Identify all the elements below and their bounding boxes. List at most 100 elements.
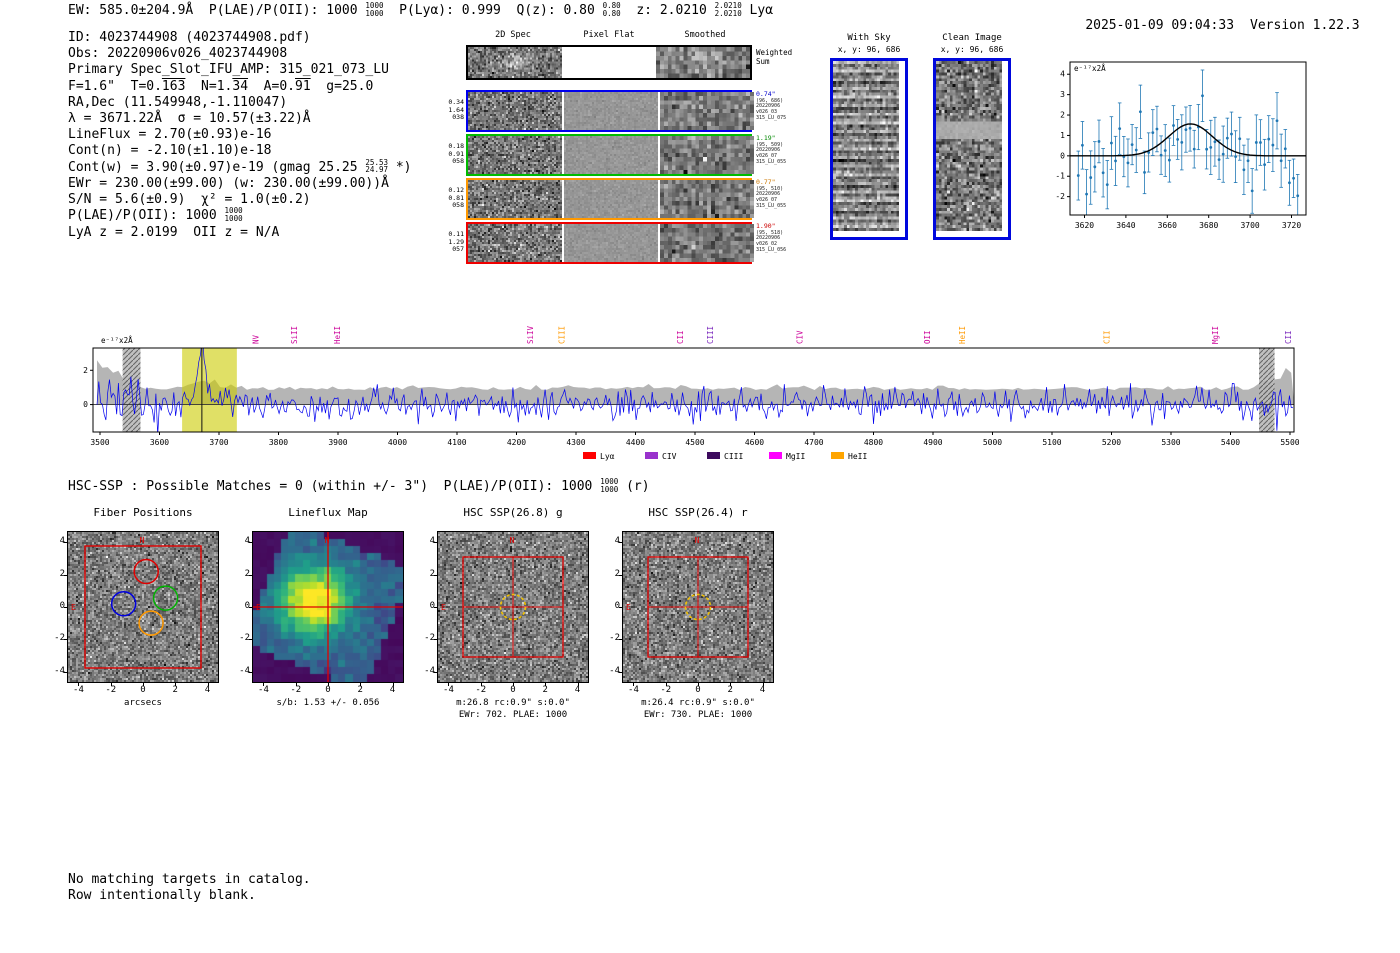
- emission-line-label-ciii-4: CIII: [558, 326, 567, 344]
- fraction-part: 2.0210: [714, 1, 742, 10]
- lineflux-map-caption-0: s/b: 1.53 +/- 0.056: [276, 698, 380, 708]
- text-segment: P(LAE)/P(OII): 1000: [68, 208, 225, 224]
- spectrum-x-tick-label: 4600: [745, 438, 764, 447]
- linefit-y-tick-label: -1: [1055, 172, 1065, 181]
- spec2d-row-4-label-4: 315_LU_056: [756, 246, 787, 253]
- hsc-g-x-tick-label: -4: [443, 685, 454, 695]
- hsc-g-title: HSC SSP(26.8) g: [463, 506, 563, 519]
- spectrum-x-tick-label: 5000: [983, 438, 1002, 447]
- hsc-g-caption-0: m:26.8 rc:0.9" s:0.0": [456, 698, 570, 708]
- spectrum-chart: 3500 3600 3700 3800 3900 4000 4100 4200 4300 4400…: [83, 325, 1300, 461]
- hsc-g-y-tick-label: 4: [429, 536, 435, 547]
- axis-tick: [249, 639, 253, 641]
- text-segment: S/N = 5.6(±0.9) χ² = 1.0(±0.2): [68, 192, 311, 208]
- fiber-circle-0: [133, 558, 159, 585]
- text-segment: (r): [618, 479, 650, 495]
- hsc-g-caption-1: EWr: 702. PLAE: 1000: [458, 710, 568, 720]
- fiber-positions-y-tick-label: 4: [59, 536, 65, 547]
- spec2d-row-2-panel-0-image: [468, 136, 562, 174]
- with-sky-title: With Sky: [847, 33, 891, 43]
- text-segment: *): [388, 159, 412, 175]
- compass-north-label: N: [695, 536, 700, 545]
- spectrum-x-tick-label: 4800: [864, 438, 883, 447]
- fraction-part: 1000: [600, 477, 619, 486]
- text-segment: LineFlux = 2.70(±0.93)e-16: [68, 127, 272, 143]
- text-segment: N=1.: [185, 78, 233, 94]
- info-line-5: λ = 3671.22Å σ = 10.57(±3.22)Å: [68, 111, 411, 127]
- axis-tick: [249, 574, 253, 576]
- axis-tick: [64, 607, 68, 608]
- spectrum-y-tick-label: 2: [83, 366, 88, 375]
- text-segment: RA,Dec (11.549948,-1.110047): [68, 94, 288, 110]
- spec2d-row-4-label-2: 20220906: [756, 235, 781, 242]
- with-sky-image-frame: [830, 58, 908, 240]
- linefit-y-tick-label: 3: [1060, 90, 1065, 99]
- info-line-4: RA,Dec (11.549948,-1.110047): [68, 95, 411, 111]
- text-segment: EW: 585.0±204.9Å P(LAE)/P(OII): 1000: [68, 3, 366, 19]
- hsc-g-x-tick-label: 2: [542, 685, 548, 695]
- lineflux-map-x-tick-label: -2: [290, 685, 302, 695]
- gaussian-fit-curve: [1070, 123, 1306, 157]
- axis-tick: [64, 574, 68, 576]
- spec2d-row-2-label-0: 1.19": [756, 134, 776, 142]
- legend-label-1: CIV: [662, 452, 677, 461]
- hsc-r-x-tick-label: 0: [695, 685, 701, 695]
- axis-tick: [698, 682, 699, 686]
- lineflux-map-y-tick-label: 2: [244, 568, 250, 579]
- linefit-x-tick-label: 3720: [1282, 221, 1301, 230]
- spec2d-row-0-panel-2-image: [656, 47, 750, 78]
- emission-line-label-cii-12: CII: [1284, 330, 1293, 344]
- spectrum-x-tick-label: 5100: [1042, 438, 1061, 447]
- spectrum-legend: Lyα CIV CIII MgII HeII: [583, 452, 867, 461]
- cutout-fiber-positions: Fiber Positions N E -4 -4 -2 -2 0 0 2 2 4 4 arcsecs: [33, 506, 258, 741]
- axis-tick: [249, 607, 253, 608]
- spec2d-row-3-panel-0-image: [468, 180, 562, 218]
- overline-text: 163: [161, 78, 186, 94]
- spec2d-row-3-panel-1-image: [564, 180, 658, 218]
- text-segment: F=1.6" T=0.: [68, 78, 162, 94]
- report-timestamp: 2025-01-09 09:04:33: [1085, 18, 1235, 33]
- spec2d-row-1-label-4: 315_LU_075: [756, 114, 787, 121]
- fiber-positions-title: Fiber Positions: [93, 506, 193, 519]
- spec2d-row-1-labels: 0.74" (96, 686) 20220906 v026_03 315_LU_075: [756, 90, 816, 122]
- emission-line-label-cii-10: CII: [1103, 330, 1112, 344]
- axis-tick: [249, 671, 253, 673]
- axis-tick: [175, 682, 177, 686]
- with-sky-coords: x, y: 96, 686: [837, 45, 901, 54]
- axis-tick: [263, 682, 265, 686]
- stacked-fraction: 25.53 24.97: [365, 159, 388, 174]
- info-line-0: ID: 4023744908 (4023744908.pdf): [68, 30, 411, 46]
- cutout-hsc-g: HSC SSP(26.8) g N E -4 -4 -2 -2 0 0 2 2 4 4 m:26.8 rc…: [403, 506, 628, 741]
- hsc-g-x-tick-label: 0: [510, 685, 516, 695]
- spec2d-row-3-label-2: 20220906: [756, 191, 781, 198]
- text-segment: Lyα: [741, 3, 774, 19]
- text-segment: Obs: 20220906v026_4023744908: [68, 46, 288, 62]
- spectrum-error-envelope: [97, 360, 1294, 405]
- spec2d-row-4-label-0: 1.90": [756, 222, 776, 230]
- spectrum-x-tick-label: 4200: [507, 438, 526, 447]
- linefit-x-tick-label: 3620: [1075, 221, 1094, 230]
- axis-tick: [577, 682, 579, 686]
- spec2d-row-1-label-3: v026_03: [756, 109, 778, 116]
- info-line-9: EWr = 230.00(±99.00) (w: 230.00(±99.00))…: [68, 176, 411, 192]
- footer-notes: No matching targets in catalog. Row inte…: [68, 872, 311, 904]
- spec2d-row-0-label-0: Weighted: [756, 48, 793, 57]
- text-segment: EWr = 230.00(±99.00) (w: 230.00(±99.00))…: [68, 175, 389, 191]
- hsc-g-overlay: NE: [441, 536, 564, 658]
- fiber-positions-y-tick-label: -4: [54, 665, 65, 676]
- detection-info-block: ID: 4023744908 (4023744908.pdf) Obs: 2022…: [68, 30, 411, 241]
- hsc-match-line: HSC-SSP : Possible Matches = 0 (within +…: [68, 477, 650, 495]
- emission-line-label-siii-1: SiII: [290, 326, 299, 344]
- lineflux-map-y-tick-label: -4: [239, 665, 250, 676]
- spectrum-x-tick-label: 5500: [1280, 438, 1299, 447]
- spec2d-row-1-panel-1-image: [564, 92, 658, 130]
- hsc-r-y-tick-label: 2: [614, 568, 620, 579]
- spectrum-units-annotation: e⁻¹⁷x2Å: [101, 336, 133, 345]
- legend-label-4: HeII: [848, 452, 867, 461]
- clean-image-title: Clean Image: [942, 33, 1002, 43]
- hsc-g-y-tick-label: 0: [429, 601, 435, 611]
- linefit-chart: 3620 3640 3660 3680 3700 3720 -2 -1 0 1 2 3 4 e⁻¹⁷x2Å: [1055, 61, 1307, 230]
- hsc-r-overlay: NE: [626, 536, 749, 658]
- spec2d-row0-pixelflat-blank: [564, 47, 654, 78]
